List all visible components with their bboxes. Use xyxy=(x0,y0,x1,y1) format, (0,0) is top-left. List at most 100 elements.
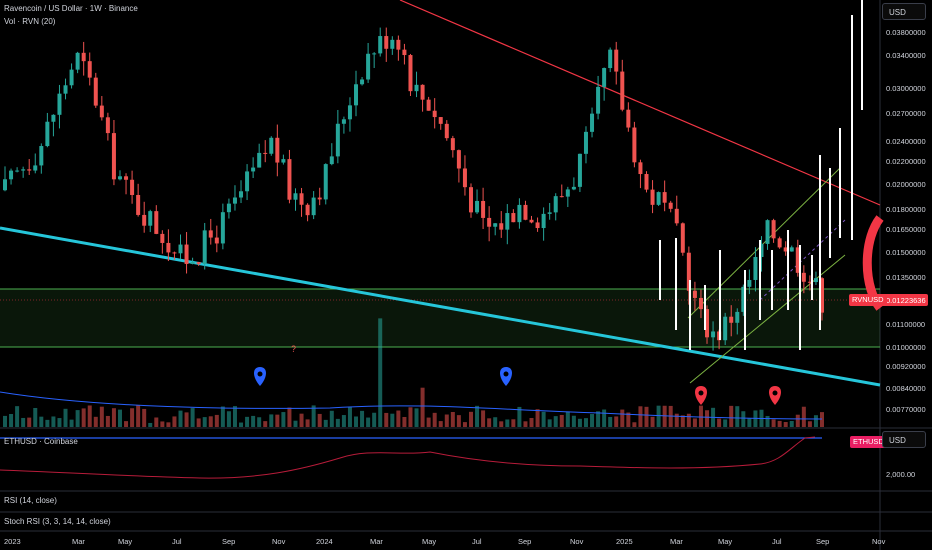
candle-body xyxy=(9,170,14,180)
volume-bar xyxy=(505,419,510,427)
projected-white-candle xyxy=(675,238,677,330)
volume-bar xyxy=(820,412,824,427)
last-price-badge xyxy=(882,294,928,306)
candle-body xyxy=(372,53,377,55)
candle-body xyxy=(105,117,110,134)
candle-body xyxy=(117,176,122,180)
projected-white-candle xyxy=(689,280,691,350)
candle-body xyxy=(644,174,649,190)
volume-bar xyxy=(184,412,189,427)
price-tick-label: 0.02700000 xyxy=(886,109,926,118)
candle-body xyxy=(432,110,437,118)
price-tick-label: 0.01800000 xyxy=(886,205,926,214)
candle-body xyxy=(335,123,340,157)
candle-body xyxy=(341,119,346,124)
volume-bar xyxy=(571,415,576,427)
volume-bar xyxy=(523,421,528,427)
volume-bar xyxy=(51,416,56,427)
candle-body xyxy=(511,213,516,223)
candle-body xyxy=(154,211,159,234)
candle-body xyxy=(753,256,758,280)
time-axis-label: 2025 xyxy=(616,537,633,546)
volume-bar xyxy=(620,409,625,427)
candle-body xyxy=(148,211,153,226)
candle-body xyxy=(214,237,219,244)
eth-panel-label: ETHUSD · Coinbase xyxy=(4,437,78,446)
volume-bar xyxy=(117,409,122,427)
candle-body xyxy=(662,192,667,203)
volume-bar xyxy=(481,410,486,427)
candles xyxy=(3,27,824,351)
candle-body xyxy=(711,331,716,338)
projected-white-candle xyxy=(839,128,841,238)
candle-body xyxy=(323,164,328,200)
candle-body xyxy=(63,85,68,94)
volume-bar xyxy=(535,409,540,427)
volume-bar xyxy=(692,418,697,427)
volume-bar xyxy=(57,418,62,427)
candle-body xyxy=(577,153,582,187)
map-pin-dot xyxy=(503,371,509,377)
projected-white-candle xyxy=(659,240,661,300)
volume-bar xyxy=(335,418,340,427)
price-tick-label: 0.02200000 xyxy=(886,157,926,166)
candle-body xyxy=(517,204,522,223)
price-tick-label: 0.01350000 xyxy=(886,273,926,282)
volume-bar xyxy=(27,417,32,427)
map-pin-dot xyxy=(698,390,704,396)
map-pin-dot xyxy=(772,390,778,396)
candle-body xyxy=(81,52,86,62)
long-support-trendline xyxy=(0,226,881,387)
candle-body xyxy=(656,192,661,205)
volume-bar xyxy=(366,417,371,427)
time-axis-label: Nov xyxy=(272,537,286,546)
candle-body xyxy=(75,52,80,70)
candle-body xyxy=(390,39,395,49)
eth-currency-button[interactable]: USD xyxy=(882,431,926,448)
candle-body xyxy=(553,196,558,213)
candle-body xyxy=(535,222,540,229)
price-tick-label: 0.00920000 xyxy=(886,362,926,371)
candle-body xyxy=(777,238,782,248)
time-axis-label: Mar xyxy=(72,537,85,546)
volume-bar xyxy=(735,406,740,427)
candle-body xyxy=(499,223,504,230)
candle-body xyxy=(402,49,407,56)
price-tick-label: 0.00840000 xyxy=(886,384,926,393)
projected-white-candle xyxy=(704,285,706,330)
volume-bar xyxy=(414,408,419,427)
volume-bar xyxy=(468,411,473,427)
descending-resistance-trendline xyxy=(399,0,881,206)
currency-button[interactable]: USD xyxy=(882,3,926,20)
candle-body xyxy=(293,193,298,200)
volume-bar xyxy=(87,405,92,427)
candle-body xyxy=(245,171,250,192)
price-tick-label: 0.01650000 xyxy=(886,225,926,234)
candle-body xyxy=(329,156,334,165)
volume-bar xyxy=(45,419,50,427)
volume-bar xyxy=(124,421,129,427)
candle-body xyxy=(378,36,383,54)
candle-body xyxy=(239,191,244,198)
candle-body xyxy=(196,262,201,264)
volume-bar xyxy=(680,415,685,427)
candle-body xyxy=(505,213,510,230)
candle-body xyxy=(299,193,304,205)
candle-body xyxy=(523,204,528,220)
projected-white-candle xyxy=(861,0,863,110)
candle-body xyxy=(275,137,280,163)
volume-bar xyxy=(39,416,44,427)
volume-bar xyxy=(517,406,522,427)
candle-body xyxy=(620,71,625,110)
annotation-question-mark: ? xyxy=(291,344,296,354)
candle-body xyxy=(232,197,237,204)
rsi-panel-label: RSI (14, close) xyxy=(4,496,57,505)
volume-bar xyxy=(608,416,613,427)
volume-bar xyxy=(541,411,546,427)
candle-body xyxy=(571,186,576,190)
volume-bar xyxy=(596,411,601,427)
candle-body xyxy=(27,169,32,171)
volume-bar xyxy=(450,412,455,427)
candle-body xyxy=(632,127,637,163)
